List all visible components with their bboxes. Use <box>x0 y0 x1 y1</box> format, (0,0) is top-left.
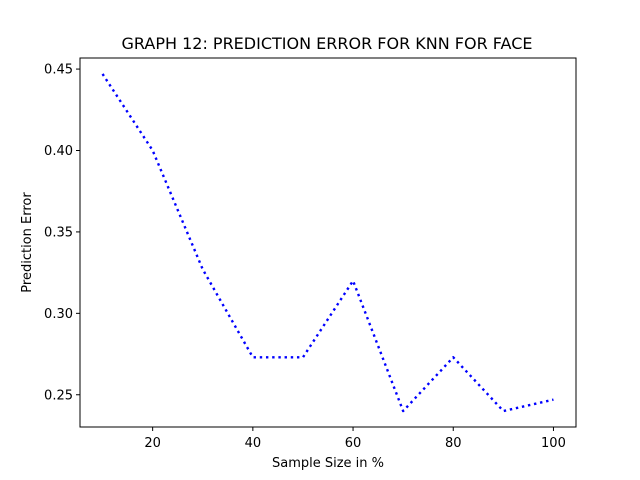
x-tick-label: 40 <box>245 436 262 451</box>
x-axis: 20 40 60 80 100 <box>144 427 566 451</box>
y-tick-label: 0.30 <box>44 307 73 322</box>
plot-area <box>101 73 554 413</box>
chart-title: GRAPH 12: PREDICTION ERROR FOR KNN FOR F… <box>122 34 533 53</box>
y-tick-label: 0.40 <box>44 144 73 159</box>
x-axis-label: Sample Size in % <box>272 456 384 471</box>
y-tick-label: 0.35 <box>44 225 73 240</box>
x-tick-label: 20 <box>144 436 161 451</box>
y-tick-label: 0.45 <box>44 63 73 78</box>
x-tick-label: 100 <box>541 436 566 451</box>
x-tick-label: 60 <box>345 436 362 451</box>
series-line-0 <box>101 73 554 413</box>
x-tick-label: 80 <box>445 436 462 451</box>
y-axis: 0.25 0.30 0.35 0.40 0.45 <box>44 63 80 403</box>
plot-frame <box>79 57 577 428</box>
y-tick-label: 0.25 <box>44 388 73 403</box>
y-axis-label: Prediction Error <box>20 192 35 293</box>
